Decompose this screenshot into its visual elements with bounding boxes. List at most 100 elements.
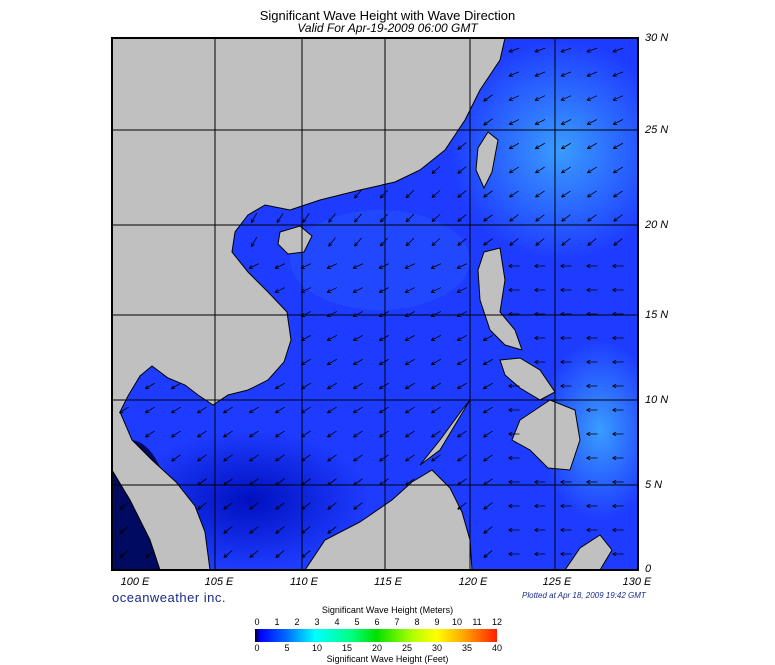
wave-arrow xyxy=(223,550,233,558)
wave-arrow xyxy=(508,95,520,101)
wave-arrow xyxy=(457,502,467,510)
wave-arrow xyxy=(223,454,233,462)
lat-label: 0 xyxy=(645,563,652,575)
wave-arrow xyxy=(300,263,312,269)
wave-arrow xyxy=(404,263,416,269)
meters-tick: 8 xyxy=(414,617,420,627)
wave-arrow xyxy=(586,383,598,389)
wave-arrow xyxy=(431,406,441,414)
wave-arrow xyxy=(354,189,362,199)
wave-arrow xyxy=(352,358,363,366)
wave-arrow xyxy=(250,237,258,248)
map-subtitle: Valid For Apr-19-2009 06:00 GMT xyxy=(297,21,478,35)
wave-arrow xyxy=(327,406,337,414)
land-hainan xyxy=(277,225,313,255)
wave-arrow xyxy=(378,334,390,342)
wave-arrow xyxy=(431,190,441,199)
wave-arrow xyxy=(302,213,310,223)
wave-arrow xyxy=(353,478,363,486)
wave-arrow xyxy=(170,382,181,390)
wave-arrow xyxy=(119,502,129,510)
wave-arrow xyxy=(249,478,259,486)
colorbar xyxy=(255,629,497,642)
wave-arrow xyxy=(560,383,572,389)
wave-arrow xyxy=(197,430,207,438)
wave-arrow xyxy=(326,287,338,293)
wave-arrow xyxy=(275,478,285,486)
wave-arrow xyxy=(300,287,312,293)
wave-arrow xyxy=(483,238,493,246)
wave-arrow xyxy=(379,189,389,199)
wave-arrow xyxy=(587,190,597,198)
wave-arrow xyxy=(457,190,467,198)
wave-arrow xyxy=(483,454,493,462)
wave-arrow xyxy=(612,263,624,269)
wave-arrow xyxy=(327,478,337,486)
lat-label: 30 N xyxy=(645,32,669,44)
wave-arrow xyxy=(560,551,572,557)
wave-arrow xyxy=(534,335,546,341)
feet-tick: 20 xyxy=(371,643,382,653)
wave-arrow xyxy=(353,430,363,438)
wave-arrow xyxy=(352,382,363,390)
feet-tick: 40 xyxy=(491,643,502,653)
wave-arrow xyxy=(171,454,181,462)
wave-arrow xyxy=(561,190,571,198)
feet-tick: 15 xyxy=(341,643,352,653)
wave-arrow xyxy=(456,358,467,366)
wave-arrow xyxy=(508,527,520,533)
wave-arrow xyxy=(508,142,519,150)
land-visayas xyxy=(499,357,556,401)
wave-arrow xyxy=(275,454,285,462)
wave-arrow xyxy=(612,47,624,53)
feet-tick: 10 xyxy=(311,643,322,653)
wave-arrow xyxy=(509,238,519,246)
wave-arrow xyxy=(275,550,285,558)
brand-logo-text: oceanweather inc. xyxy=(112,590,227,605)
wave-arrow xyxy=(378,263,390,269)
wave-arrow xyxy=(613,214,623,222)
wave-arrow xyxy=(119,550,129,558)
wave-arrow xyxy=(379,454,389,462)
wave-arrow xyxy=(535,190,545,198)
wave-arrow xyxy=(301,478,311,486)
wave-arrow xyxy=(456,382,467,390)
wave-arrow xyxy=(326,382,337,390)
wave-arrow xyxy=(405,406,415,414)
wave-arrow xyxy=(534,527,546,533)
wave-arrow xyxy=(560,359,572,365)
wave-arrow xyxy=(508,166,519,174)
wave-arrow xyxy=(274,287,286,293)
wave-arrow xyxy=(249,526,259,534)
wave-arrow xyxy=(509,214,519,222)
feet-tick: 35 xyxy=(461,643,472,653)
wave-arrow xyxy=(430,263,442,269)
wave-arrow xyxy=(483,190,493,198)
wave-arrow xyxy=(430,382,441,390)
wave-arrow xyxy=(534,166,545,174)
land-mainland xyxy=(112,38,506,570)
feet-tick: 0 xyxy=(254,643,260,653)
wave-arrow xyxy=(483,502,493,510)
wave-arrow xyxy=(612,431,624,437)
wave-arrow xyxy=(534,503,546,509)
wave-arrow xyxy=(405,189,415,199)
wave-arrow xyxy=(300,382,311,390)
wave-arrow xyxy=(354,237,362,247)
wave-arrow xyxy=(379,213,389,223)
colorbar-meters-title: Significant Wave Height (Meters) xyxy=(321,605,454,615)
wave-arrow xyxy=(560,47,572,53)
wave-arrow xyxy=(560,311,572,317)
wave-arrow xyxy=(301,406,311,414)
meters-tick: 4 xyxy=(334,617,340,627)
wave-arrow xyxy=(508,551,520,557)
wave-arrow xyxy=(431,214,441,223)
wave-arrow xyxy=(197,502,207,510)
wave-arrow xyxy=(353,406,363,414)
wave-arrow xyxy=(534,142,545,150)
wave-arrow xyxy=(223,406,233,414)
wave-arrow xyxy=(275,430,285,438)
wave-arrow xyxy=(612,287,624,293)
wave-arrow xyxy=(586,503,598,509)
wave-arrow xyxy=(197,406,207,414)
